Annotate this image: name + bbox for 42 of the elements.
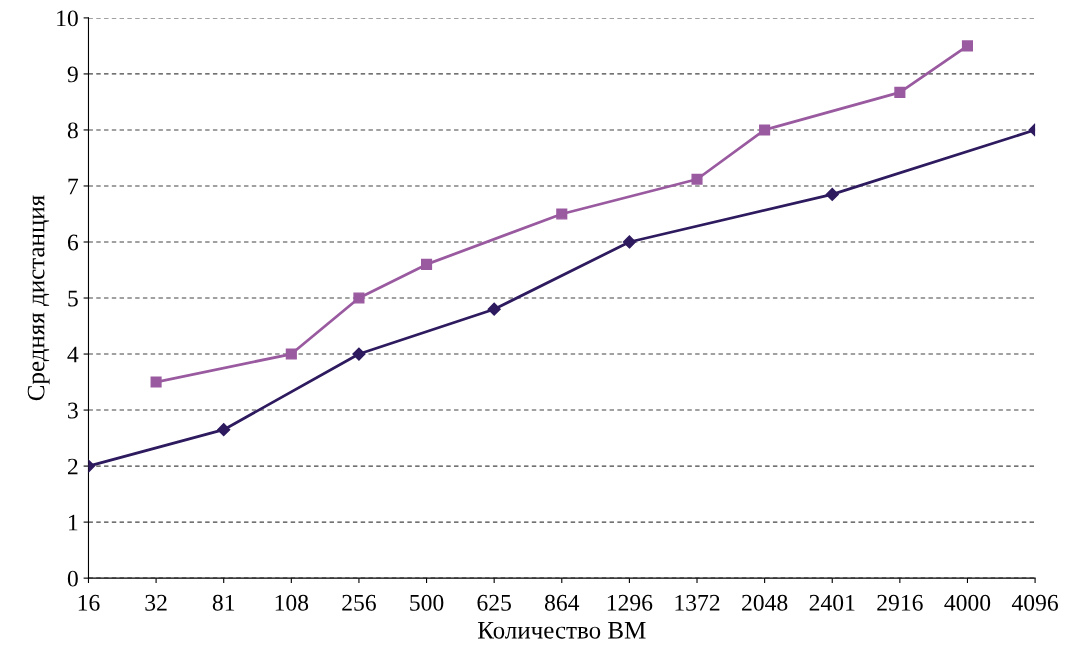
y-tick-label: 0 xyxy=(67,570,78,587)
point xyxy=(217,423,231,437)
y-tick-label: 5 xyxy=(68,290,78,307)
point xyxy=(556,208,568,220)
x-tick-label: 32 xyxy=(145,594,167,611)
y-tick-label: 1 xyxy=(69,514,78,531)
x-axis-title: Количество ВМ xyxy=(477,622,646,639)
y-tick-label: 3 xyxy=(68,402,78,419)
point xyxy=(487,302,501,316)
point xyxy=(420,258,433,270)
y-tick-label: 6 xyxy=(67,234,79,251)
point xyxy=(352,347,366,361)
point xyxy=(622,235,636,249)
x-tick-label: 2401 xyxy=(809,594,855,611)
x-tick-label: 16 xyxy=(78,594,100,611)
point xyxy=(691,173,703,185)
point xyxy=(285,348,297,360)
y-tick-label: 10 xyxy=(57,10,78,27)
point xyxy=(759,124,771,136)
point xyxy=(150,376,162,388)
x-tick-label: 1372 xyxy=(675,594,720,611)
x-tick-label: 81 xyxy=(212,594,235,611)
x-tick-label: 1296 xyxy=(607,594,653,611)
y-tick-label: 9 xyxy=(67,66,78,83)
y-axis-title: Средняя дистанция xyxy=(27,195,50,401)
x-tick-label: 108 xyxy=(275,594,309,611)
y-tick-label: 8 xyxy=(67,122,78,139)
x-tick-label: 864 xyxy=(544,594,580,611)
y-tick-label: 2 xyxy=(67,458,78,475)
x-tick-label: 4000 xyxy=(944,594,991,611)
x-tick-label: 4096 xyxy=(1011,594,1058,611)
x-tick-label: 625 xyxy=(477,594,511,611)
x-tick-label: 2916 xyxy=(877,594,923,611)
y-tick-label: 4 xyxy=(67,346,79,363)
point xyxy=(961,40,974,52)
point xyxy=(825,187,839,201)
y-tick-label: 7 xyxy=(68,178,79,195)
x-tick-label: 500 xyxy=(410,594,444,611)
x-tick-label: 256 xyxy=(342,594,376,611)
x-tick-label: 2048 xyxy=(742,594,788,611)
point xyxy=(894,86,906,98)
point xyxy=(353,292,365,304)
